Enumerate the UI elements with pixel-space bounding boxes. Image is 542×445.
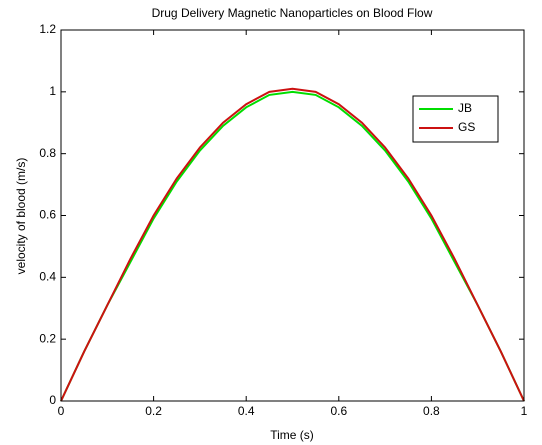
x-tick-label: 0.4 <box>238 404 255 418</box>
y-tick-label: 1 <box>49 84 56 98</box>
x-axis-label: Time (s) <box>270 428 314 442</box>
y-tick-label: 0.4 <box>39 270 56 284</box>
axes-box <box>60 29 525 402</box>
legend-box <box>412 95 499 143</box>
legend-label: JB <box>458 101 472 115</box>
chart-title: Drug Delivery Magnetic Nanoparticles on … <box>152 6 433 20</box>
y-tick-label: 1.2 <box>39 22 56 36</box>
x-tick-label: 0.2 <box>145 404 162 418</box>
x-tick-label: 0 <box>58 404 65 418</box>
y-axis-label: velocity of blood (m/s) <box>14 158 28 275</box>
y-tick-label: 0 <box>49 393 56 407</box>
y-tick-label: 0.8 <box>39 146 56 160</box>
y-tick-label: 0.6 <box>39 208 56 222</box>
x-tick-label: 0.6 <box>330 404 347 418</box>
y-tick-label: 0.2 <box>39 331 56 345</box>
line-series <box>60 87 525 402</box>
plot-area <box>61 30 524 401</box>
line-series <box>60 90 525 402</box>
x-tick-label: 1 <box>521 404 528 418</box>
legend-label: GS <box>458 120 475 134</box>
x-tick-label: 0.8 <box>423 404 440 418</box>
